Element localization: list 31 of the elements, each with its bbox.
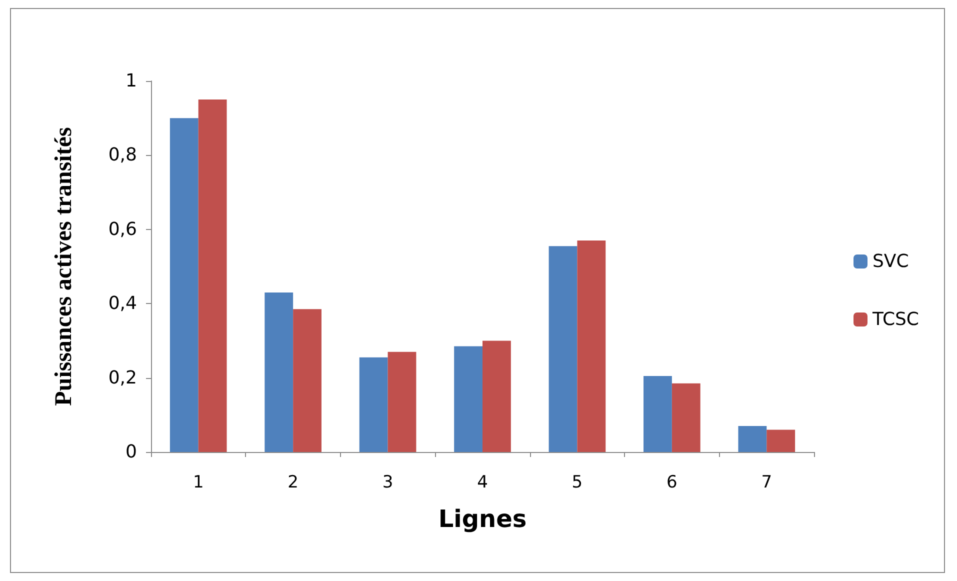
- y-tick-label: 0,4: [108, 293, 137, 314]
- bar: [454, 346, 482, 452]
- legend-label: SVC: [872, 251, 909, 272]
- x-tick-label: 3: [382, 472, 394, 492]
- x-tick-label: 4: [477, 472, 488, 492]
- x-axis-title: Lignes: [438, 505, 527, 533]
- legend-label: TCSC: [871, 309, 920, 330]
- bar: [672, 383, 700, 452]
- bar: [198, 100, 227, 452]
- y-tick-label: 0: [126, 442, 137, 462]
- x-tick-label: 1: [192, 472, 204, 492]
- x-tick-label: 6: [666, 472, 678, 492]
- bar: [738, 426, 767, 452]
- bar: [548, 246, 578, 452]
- x-tick-label: 2: [288, 472, 298, 492]
- bar: [293, 309, 322, 452]
- bar: [644, 376, 672, 452]
- bar: [388, 352, 416, 452]
- y-tick-label: 0,2: [108, 367, 137, 388]
- bar: [577, 240, 606, 452]
- bar: [264, 292, 294, 452]
- y-axis-title: Puissances actives transités: [51, 127, 77, 406]
- y-tick-label: 0,8: [108, 144, 137, 166]
- x-tick-label: 5: [572, 472, 583, 492]
- bar: [482, 340, 511, 452]
- y-tick-label: 0,6: [108, 218, 137, 240]
- bar: [170, 118, 198, 452]
- bar: [359, 357, 388, 452]
- x-tick-label: 7: [761, 472, 772, 492]
- y-tick-label: 1: [126, 70, 137, 92]
- bar: [766, 430, 796, 452]
